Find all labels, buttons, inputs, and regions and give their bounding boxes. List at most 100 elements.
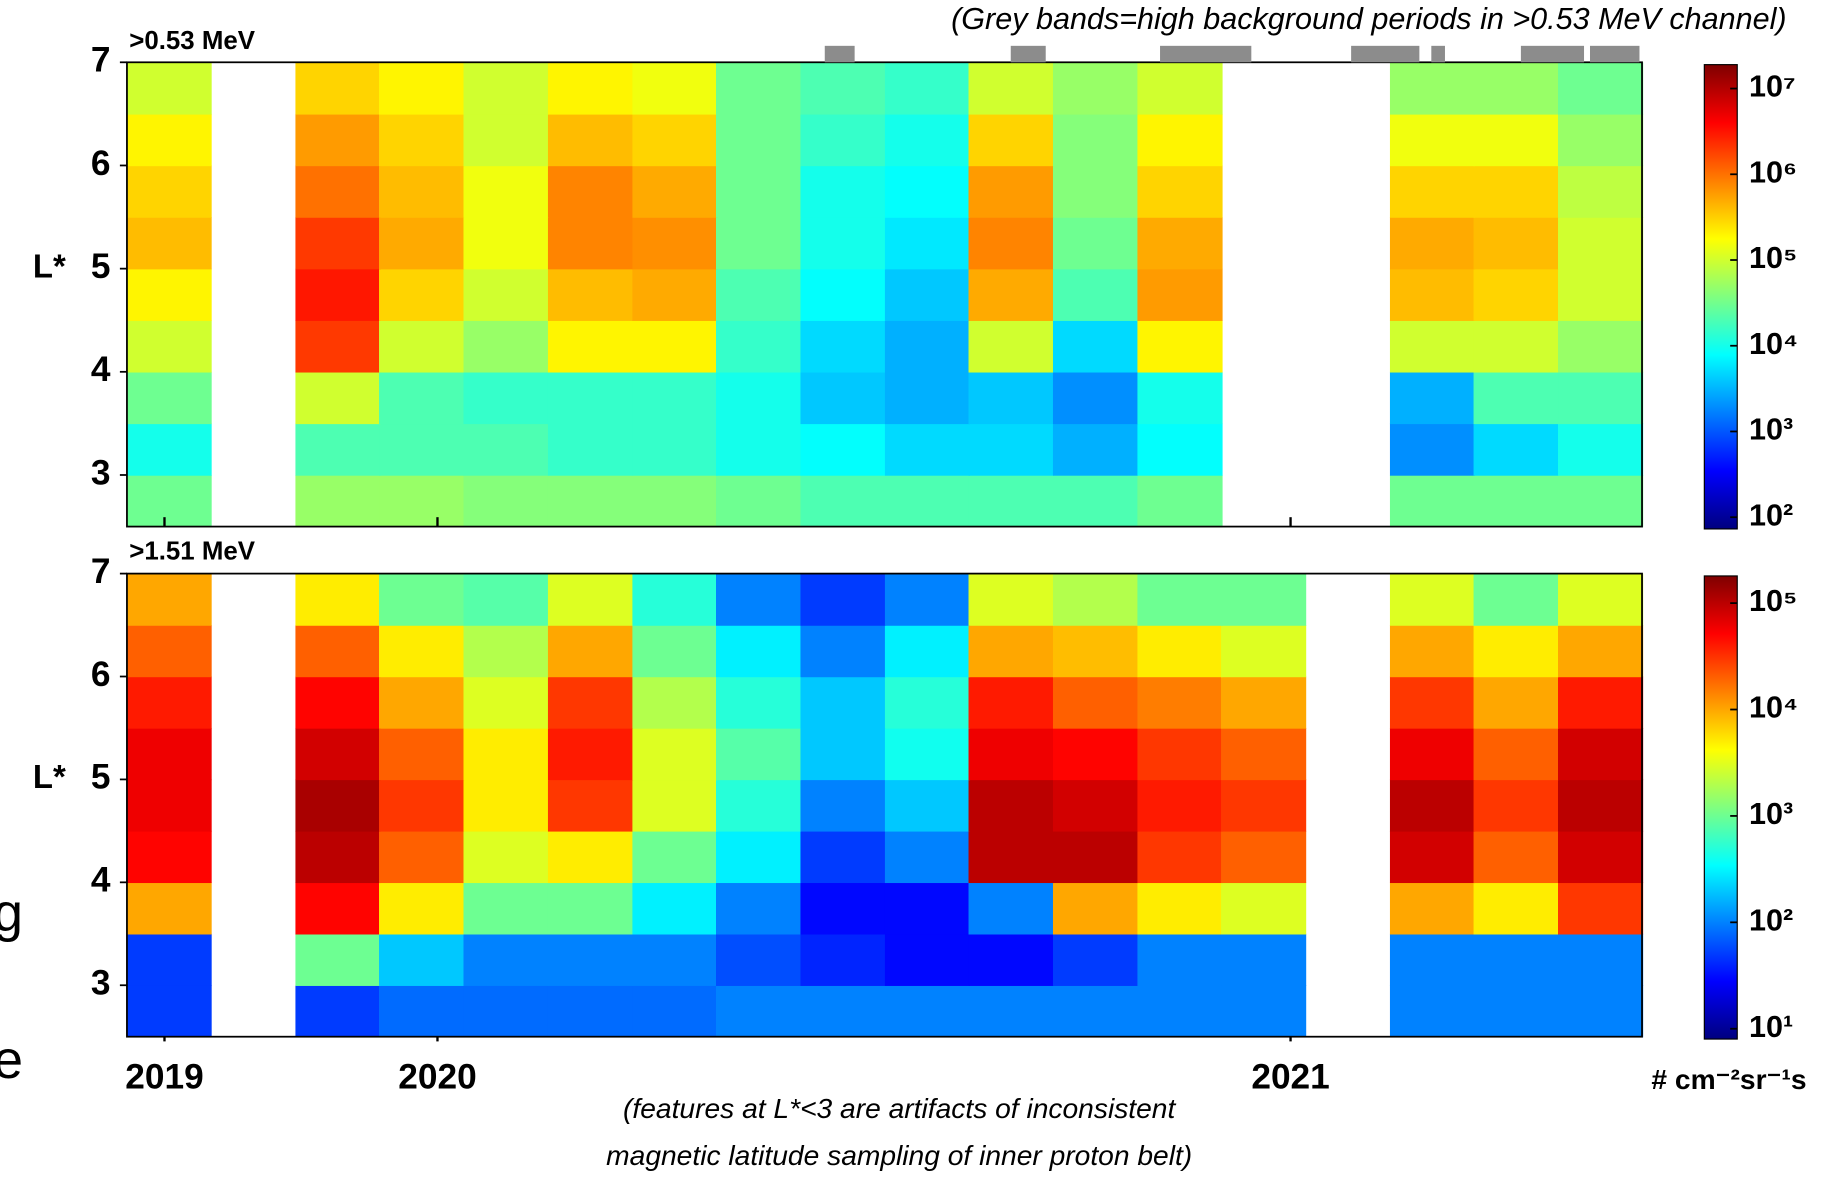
heatmap-cell — [1558, 474, 1644, 528]
heatmap-cell — [1558, 62, 1644, 115]
heatmap-cell — [632, 933, 718, 986]
heatmap-cell — [1389, 165, 1476, 218]
grey-band — [1351, 45, 1420, 63]
heatmap-cell — [379, 268, 465, 321]
heatmap-cell — [884, 573, 971, 626]
heatmap-cell — [463, 217, 549, 270]
heatmap-cell — [1137, 423, 1223, 476]
heatmap-cell — [1052, 423, 1139, 476]
heatmap-cell — [1137, 371, 1223, 425]
heatmap-cell — [1558, 882, 1644, 935]
heatmap-cell — [1558, 933, 1644, 986]
colorbar — [1703, 575, 1738, 1040]
y-tick-label: 3 — [91, 453, 111, 492]
heatmap-cell — [463, 62, 549, 115]
y-tick-label: 6 — [91, 144, 111, 183]
heatmap-cell — [800, 320, 886, 373]
heatmap-cell — [295, 882, 381, 935]
heatmap-cell — [1221, 933, 1307, 986]
heatmap-cell — [295, 165, 381, 218]
heatmap-cell — [800, 985, 886, 1038]
heatmap-cell — [1389, 423, 1476, 476]
heatmap-cell — [126, 371, 212, 425]
y-tick-label: 3 — [91, 964, 111, 1003]
heatmap-cell — [1137, 573, 1223, 626]
heatmap-cell — [800, 113, 886, 167]
heatmap-cell — [1137, 217, 1223, 270]
heatmap-cell — [632, 371, 718, 425]
heatmap-cell — [547, 727, 634, 781]
heatmap-cell — [126, 985, 212, 1038]
heatmap-cell — [716, 985, 802, 1038]
heatmap-cell — [632, 113, 718, 167]
heatmap-cell — [379, 882, 465, 935]
heatmap-cell — [1558, 423, 1644, 476]
annotation: (Grey bands=high background periods in >… — [951, 2, 1786, 36]
heatmap-cell — [1137, 165, 1223, 218]
heatmap-cell — [1473, 727, 1559, 781]
heatmap-cell — [1137, 985, 1223, 1038]
heatmap-cell — [379, 371, 465, 425]
heatmap-cell — [1389, 113, 1476, 167]
colorbar-tick-label: 10⁶ — [1749, 155, 1797, 189]
heatmap-cell — [884, 625, 971, 678]
heatmap-cell — [1389, 217, 1476, 270]
heatmap-cell — [1473, 113, 1559, 167]
heatmap-cell — [1137, 320, 1223, 373]
heatmap-cell — [547, 62, 634, 115]
heatmap-cell — [379, 933, 465, 986]
heatmap-cell — [547, 676, 634, 729]
heatmap-cell — [632, 474, 718, 528]
heatmap-cell — [379, 727, 465, 781]
heatmap-cell — [632, 423, 718, 476]
heatmap-cell — [547, 320, 634, 373]
heatmap-cell — [632, 625, 718, 678]
heatmap-cell — [126, 217, 212, 270]
heatmap-cell — [547, 217, 634, 270]
heatmap-cell — [632, 985, 718, 1038]
heatmap-cell — [1473, 165, 1559, 218]
y-tick-label: 4 — [91, 861, 111, 900]
heatmap-cell — [800, 933, 886, 986]
heatmap-cell — [463, 268, 549, 321]
heatmap-cell — [379, 625, 465, 678]
heatmap-cell — [800, 779, 886, 832]
heatmap-cell — [632, 676, 718, 729]
heatmap-cell — [1473, 217, 1559, 270]
y-tick-label: 7 — [91, 552, 111, 591]
heatmap-cell — [800, 268, 886, 321]
heatmap-cell — [1221, 985, 1307, 1038]
heatmap-cell — [800, 882, 886, 935]
heatmap-cell — [1389, 727, 1476, 781]
heatmap-cell — [1137, 933, 1223, 986]
heatmap-cell — [884, 727, 971, 781]
grey-band — [1589, 45, 1640, 63]
colorbar-tick-label: 10³ — [1749, 413, 1793, 447]
heatmap-cell — [800, 727, 886, 781]
heatmap-cell — [295, 268, 381, 321]
heatmap-cell — [1473, 573, 1559, 626]
heatmap-cell — [1558, 371, 1644, 425]
heatmap-cell — [1221, 727, 1307, 781]
heatmap-cell — [295, 217, 381, 270]
heatmap-cell — [1389, 268, 1476, 321]
heatmap-cell — [547, 573, 634, 626]
heatmap-cell — [126, 165, 212, 218]
heatmap-cell — [968, 727, 1054, 781]
heatmap-cell — [632, 830, 718, 884]
heatmap-cell — [800, 423, 886, 476]
heatmap-cell — [463, 371, 549, 425]
heatmap-cell — [716, 268, 802, 321]
heatmap-cell — [1389, 62, 1476, 115]
heatmap-cell — [379, 985, 465, 1038]
heatmap-cell — [547, 268, 634, 321]
heatmap-cell — [1558, 217, 1644, 270]
heatmap-cell — [1052, 933, 1139, 986]
heatmap-cell — [1052, 882, 1139, 935]
heatmap-cell — [379, 779, 465, 832]
heatmap-cell — [547, 113, 634, 167]
heatmap-cell — [547, 933, 634, 986]
grey-band — [1160, 45, 1252, 63]
heatmap-cell — [1473, 779, 1559, 832]
y-tick-label: 5 — [91, 758, 111, 797]
